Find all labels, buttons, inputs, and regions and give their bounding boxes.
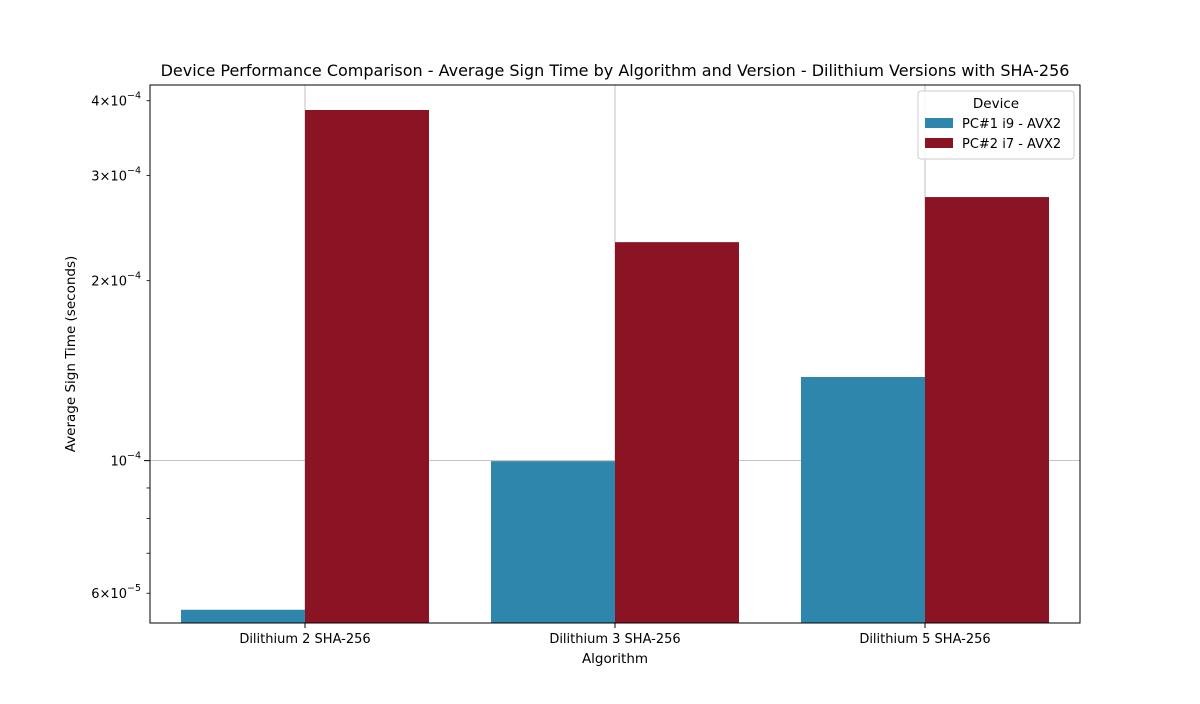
legend-title: Device bbox=[973, 96, 1019, 112]
y-axis-label: Average Sign Time (seconds) bbox=[63, 256, 79, 453]
bar bbox=[491, 461, 615, 623]
y-tick-label: 10−4 bbox=[110, 451, 141, 470]
y-tick-label: 4×10−4 bbox=[91, 91, 141, 110]
x-axis-label: Algorithm bbox=[582, 651, 648, 667]
legend-label: PC#2 i7 - AVX2 bbox=[962, 137, 1061, 152]
chart-title: Device Performance Comparison - Average … bbox=[161, 61, 1070, 80]
bars bbox=[181, 109, 1049, 624]
y-tick-label: 3×10−4 bbox=[91, 165, 141, 184]
x-tick-label: Dilithium 3 SHA-256 bbox=[549, 632, 680, 647]
bar bbox=[801, 377, 925, 623]
legend-label: PC#1 i9 - AVX2 bbox=[962, 117, 1061, 132]
legend-swatch bbox=[925, 138, 953, 148]
legend-box bbox=[917, 90, 1075, 160]
x-tick-label: Dilithium 2 SHA-256 bbox=[239, 632, 370, 647]
y-tick-label: 2×10−4 bbox=[91, 271, 141, 290]
x-tick-label: Dilithium 5 SHA-256 bbox=[859, 632, 990, 647]
legend-swatch bbox=[925, 118, 953, 128]
bar bbox=[305, 109, 429, 623]
y-tick-label: 6×10−5 bbox=[91, 583, 141, 602]
legend-items: PC#1 i9 - AVX2 PC#2 i7 - AVX2 bbox=[925, 117, 1061, 152]
y-axis: 10−4 6×10−5 2×10−4 3×10−4 4×10−4 bbox=[91, 91, 150, 602]
bar bbox=[615, 242, 739, 623]
legend: Device PC#1 i9 - AVX2 PC#2 i7 - AVX2 bbox=[917, 90, 1075, 160]
x-axis: Dilithium 2 SHA-256 Dilithium 3 SHA-256 Di… bbox=[239, 623, 991, 647]
bar bbox=[925, 197, 1049, 624]
bar bbox=[181, 609, 305, 623]
